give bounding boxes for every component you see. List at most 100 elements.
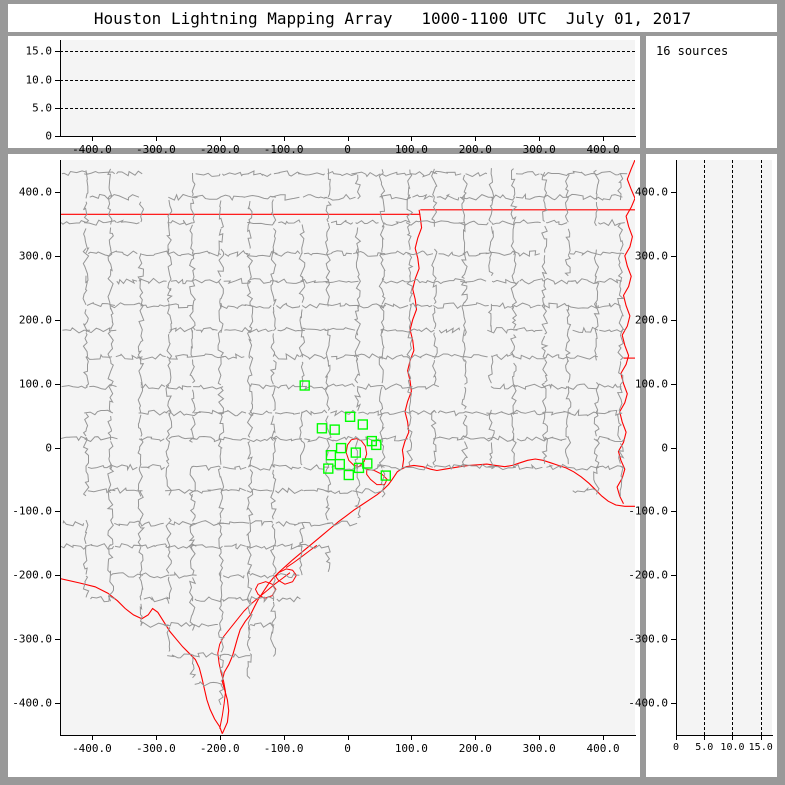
county-boundary [546, 219, 568, 226]
county-boundary [491, 353, 516, 361]
county-boundary [246, 488, 273, 494]
county-boundary [486, 465, 516, 471]
county-boundary [514, 354, 548, 360]
county-boundary [432, 353, 462, 358]
lma-source-marker [380, 470, 391, 481]
xtick [347, 136, 349, 141]
county-boundary [247, 201, 253, 224]
county-boundary [224, 543, 246, 550]
county-boundary [594, 201, 599, 227]
county-boundary [247, 221, 252, 249]
county-boundary [354, 174, 361, 200]
xtick [347, 735, 349, 740]
county-boundary [218, 200, 224, 229]
county-boundary [565, 228, 571, 256]
county-boundary [299, 353, 327, 360]
xtick [732, 735, 734, 740]
county-boundary [299, 522, 305, 548]
county-boundary [165, 464, 172, 496]
county-boundary [246, 410, 254, 438]
county-boundary [410, 327, 435, 333]
county-boundary [461, 174, 468, 202]
county-boundary [270, 548, 277, 575]
height-panel-y-axis [676, 160, 677, 736]
x-tick-label: -400.0 [72, 742, 112, 755]
county-boundary [617, 223, 624, 252]
county-boundary [593, 435, 625, 443]
county-boundary [460, 254, 468, 279]
county-boundary [298, 276, 306, 303]
county-boundary [327, 383, 355, 388]
county-boundary [192, 520, 225, 526]
time-height-plot-area[interactable] [60, 40, 635, 136]
county-boundary [217, 440, 223, 465]
plan-view-map-panel[interactable]: -400.0 -300.0 -200.0 -100.0 0 100.0 200.0 300.0… [8, 154, 640, 777]
x-tick-label: -300.0 [135, 143, 176, 156]
county-boundary [138, 409, 168, 416]
county-boundary [354, 357, 361, 384]
county-boundary [189, 493, 196, 522]
county-boundary [83, 309, 89, 333]
county-boundary [324, 545, 331, 572]
xtick [539, 136, 541, 141]
county-boundary [108, 441, 114, 470]
state-boundary [616, 160, 635, 504]
county-boundary [217, 627, 226, 653]
y-tick-label: 0 [661, 441, 668, 454]
xtick [603, 735, 605, 740]
county-boundary [217, 248, 225, 278]
county-boundary [378, 356, 384, 384]
county-boundary [325, 495, 331, 521]
county-boundary [379, 253, 386, 281]
county-boundary [249, 573, 275, 579]
county-boundary [303, 252, 331, 256]
county-boundary [168, 193, 198, 201]
county-boundary [462, 302, 489, 307]
county-boundary [82, 545, 88, 575]
county-boundary [61, 384, 88, 389]
county-boundary [217, 357, 222, 386]
county-boundary [194, 596, 222, 603]
county-boundary [462, 224, 466, 254]
county-boundary [567, 305, 600, 310]
time-height-panel[interactable]: -400.0 -300.0 -200.0 -100.0 0 100.0 200.0 300.0… [8, 36, 640, 156]
county-boundary [464, 359, 468, 385]
county-boundary [137, 414, 143, 437]
height-projection-plot-area[interactable] [676, 160, 772, 735]
county-boundary [407, 357, 412, 387]
county-boundary [250, 622, 275, 628]
county-boundary [107, 415, 113, 441]
county-boundary [60, 435, 87, 442]
county-boundary [379, 225, 385, 253]
county-boundary [269, 360, 277, 385]
county-boundary [380, 329, 385, 360]
county-boundary [166, 354, 194, 360]
county-boundary [354, 496, 362, 519]
county-boundary [297, 521, 331, 527]
county-boundary [567, 193, 600, 201]
county-boundary [272, 435, 303, 442]
county-boundary [352, 488, 383, 494]
ytick [671, 383, 676, 385]
county-boundary [107, 544, 114, 574]
county-boundary [542, 359, 548, 383]
county-boundary [515, 193, 545, 200]
county-boundary [540, 335, 549, 359]
height-projection-panel[interactable]: 0 5.0 10.0 15.0 -400.0 -300.0 -200.0 -100.0 0 10… [628, 154, 777, 777]
county-boundary [355, 219, 379, 225]
plan-view-plot-area[interactable] [60, 160, 635, 735]
county-boundary [218, 491, 225, 519]
county-boundary [246, 571, 253, 605]
y-tick-label: 15.0 [25, 44, 53, 58]
county-boundary [166, 626, 171, 652]
title-bar: Houston Lightning Mapping Array 1000-110… [8, 4, 777, 32]
source-count-panel[interactable]: 16 sources [646, 36, 777, 148]
county-boundary [164, 621, 193, 627]
county-boundary [89, 193, 112, 200]
county-boundary [270, 279, 277, 306]
state-boundary [285, 544, 318, 569]
county-boundary [110, 250, 138, 257]
county-boundary [194, 681, 223, 687]
lma-source-marker [334, 458, 345, 470]
